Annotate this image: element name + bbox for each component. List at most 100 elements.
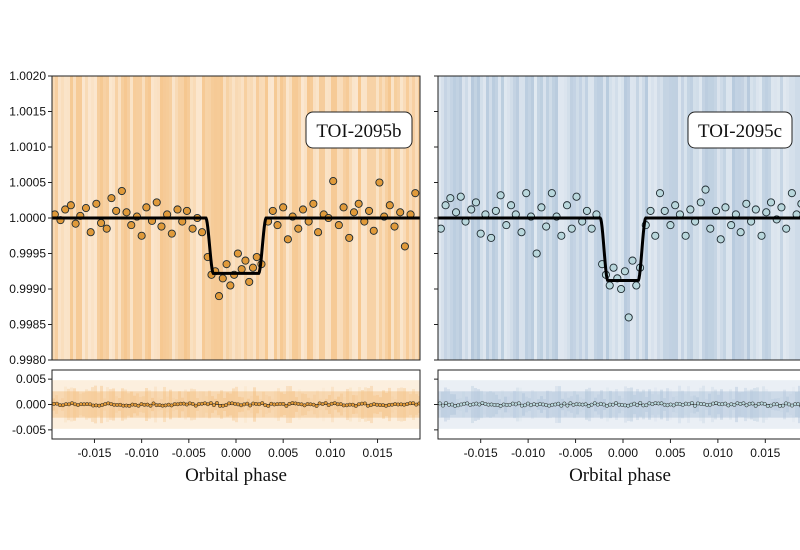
data-point	[496, 191, 505, 200]
data-point	[537, 203, 546, 212]
data-point	[152, 198, 161, 207]
x-tick-label: -0.010	[511, 446, 545, 460]
data-point	[751, 205, 760, 214]
residual-point	[193, 403, 198, 408]
data-point	[237, 265, 246, 274]
data-point	[572, 192, 581, 201]
x-tick-label: 0.015	[363, 446, 393, 460]
data-point	[620, 267, 629, 276]
data-point	[385, 201, 394, 210]
residual-point	[211, 403, 216, 408]
data-point	[339, 203, 348, 212]
data-point	[197, 228, 207, 237]
data-point	[766, 198, 776, 207]
data-point	[507, 201, 516, 210]
data-point	[314, 228, 323, 237]
data-point	[660, 206, 669, 215]
residual-point	[762, 402, 767, 406]
data-point	[696, 198, 705, 207]
residual-point	[516, 401, 521, 406]
x-axis-label: Orbital phase	[185, 465, 287, 486]
shade-streak	[220, 76, 223, 360]
residual-point	[774, 402, 779, 407]
residual-point	[190, 401, 195, 406]
data-point	[252, 252, 261, 262]
data-point	[624, 313, 633, 322]
shade-streak	[615, 76, 618, 360]
data-point	[441, 201, 450, 210]
shade-streak	[633, 76, 636, 360]
data-point	[777, 203, 786, 212]
residual-point	[444, 401, 448, 406]
data-point	[757, 231, 766, 240]
y-tick-label: 0.9980	[9, 353, 46, 367]
residual-point	[224, 403, 228, 408]
transit-model-line	[438, 216, 800, 282]
shade-streak	[223, 76, 226, 360]
shade-streak	[226, 76, 229, 360]
residual-point	[741, 401, 746, 406]
residual-point	[750, 401, 755, 406]
data-point	[721, 203, 730, 212]
data-point	[167, 229, 176, 238]
residual-point	[411, 401, 416, 406]
data-point	[762, 208, 771, 217]
data-point	[711, 206, 721, 215]
residual-point	[54, 401, 59, 406]
data-point	[107, 194, 116, 203]
data-point	[349, 208, 358, 217]
data-point	[787, 189, 796, 198]
data-point	[557, 231, 566, 240]
residual-point	[362, 401, 367, 406]
data-point	[226, 281, 235, 290]
data-point	[375, 178, 384, 187]
data-point	[329, 177, 338, 186]
residual-point	[522, 403, 527, 408]
data-point	[66, 201, 75, 210]
residual-point	[314, 404, 319, 408]
residual-point	[148, 403, 153, 408]
main-plot-area: 0.9980 0.9985 0.9990 0.9995 1.0000 1.0005 1.00…	[9, 69, 421, 367]
data-point	[283, 235, 292, 244]
data-point	[334, 221, 343, 230]
shade-streak	[606, 76, 609, 360]
data-point	[567, 224, 576, 233]
data-point	[122, 208, 131, 217]
x-tick-label: 0.010	[703, 446, 733, 460]
residual-point	[214, 401, 219, 405]
y-axis-ticks: 0.9980 0.9985 0.9990 0.9995 1.0000 1.0005 1.00…	[9, 69, 52, 367]
shade-streak	[627, 76, 630, 360]
data-point	[686, 205, 695, 214]
data-point	[142, 203, 151, 212]
data-point	[188, 224, 197, 233]
data-point	[294, 224, 303, 233]
data-point	[241, 256, 250, 265]
residual-point	[614, 401, 618, 406]
data-point	[617, 284, 626, 294]
x-axis-label: Orbital phase	[569, 465, 671, 486]
resid-tick-label: 0.000	[16, 398, 46, 412]
residual-point	[417, 401, 420, 406]
shade-streak	[214, 76, 217, 360]
residual-point	[689, 401, 694, 405]
residual-point	[638, 401, 643, 405]
shade-streak	[232, 76, 235, 360]
x-tick-label: 0.010	[315, 446, 345, 460]
data-point	[400, 242, 409, 251]
data-point	[736, 228, 745, 237]
y-tick-label: 0.9990	[9, 282, 46, 296]
data-point	[92, 199, 101, 208]
x-tick-label: -0.005	[172, 446, 206, 460]
residual-point	[589, 402, 594, 407]
data-point	[446, 194, 455, 203]
data-point	[651, 231, 660, 240]
x-tick-label: 0.000	[221, 446, 251, 460]
data-point	[268, 206, 277, 215]
data-point	[222, 260, 231, 269]
shade-streak	[624, 76, 627, 360]
residual-point	[465, 401, 470, 406]
planet-label-box: TOI-2095b	[305, 111, 413, 149]
data-point	[273, 221, 282, 230]
shade-streak	[642, 76, 645, 360]
x-axis-ticks: -0.015 -0.010 -0.005 0.000 0.005 0.010 0.015	[77, 439, 393, 460]
